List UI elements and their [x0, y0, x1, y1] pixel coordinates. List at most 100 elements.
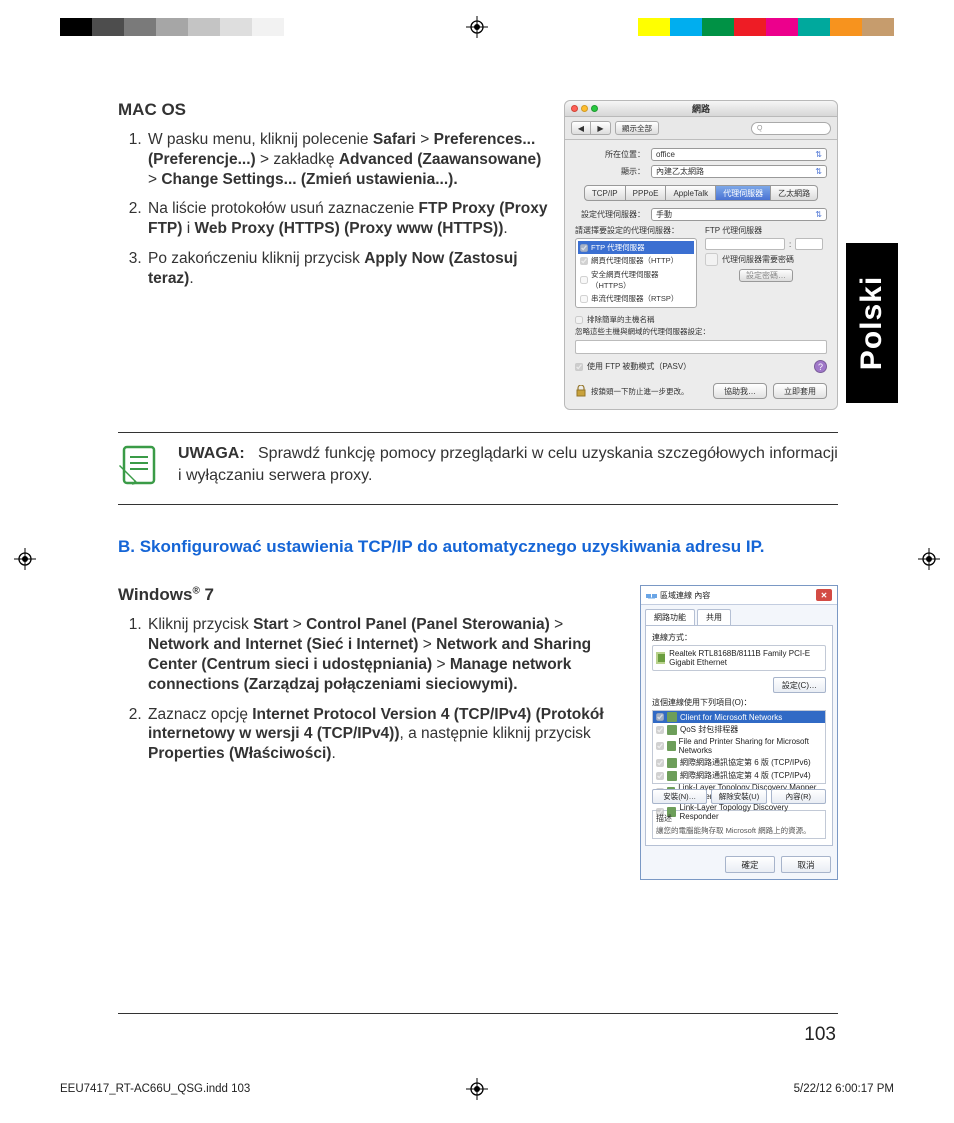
swatch	[670, 18, 702, 36]
pasv-checkbox	[575, 363, 583, 371]
close-button: ✕	[816, 589, 832, 601]
protocol-checkbox	[656, 713, 664, 721]
proxy-checkbox	[580, 295, 588, 303]
protocol-checkbox	[656, 759, 664, 767]
protocol-item: 網際網路通訊協定第 6 版 (TCP/IPv6)	[653, 756, 825, 769]
uses-label: 這個連線使用下列項目(O)：	[652, 697, 826, 708]
location-label: 所在位置：	[575, 149, 645, 160]
bypass-label: 忽略這些主機與網域的代理伺服器設定：	[575, 326, 827, 338]
step-item: Po zakończeniu kliknij przycisk Apply No…	[146, 249, 552, 289]
step-item: W pasku menu, kliknij polecenie Safari >…	[146, 130, 552, 189]
note-icon	[118, 443, 162, 487]
step-item: Zaznacz opcję Internet Protocol Version …	[146, 705, 628, 764]
win7-screenshot: 區域連線 內容 ✕ 網路功能共用 連線方式： Realtek RTL8168B/…	[640, 585, 838, 880]
protocol-icon	[667, 741, 676, 751]
connect-label: 連線方式：	[652, 632, 826, 643]
protocol-item: 網際網路通訊協定第 4 版 (TCP/IPv4)	[653, 769, 825, 782]
win7-steps: Kliknij przycisk Start > Control Panel (…	[146, 615, 628, 764]
macos-steps: W pasku menu, kliknij polecenie Safari >…	[146, 130, 552, 289]
proxy-checkbox	[580, 244, 588, 252]
swatch	[830, 18, 862, 36]
swatch	[734, 18, 766, 36]
search-field: Q	[751, 122, 831, 135]
mac-tab: TCP/IP	[584, 185, 626, 201]
lock-icon	[575, 385, 587, 397]
mac-tab: PPPoE	[626, 185, 667, 201]
swatch	[252, 18, 284, 36]
protocol-item: Client for Microsoft Networks	[653, 711, 825, 723]
macos-text: MAC OS W pasku menu, kliknij polecenie S…	[118, 100, 552, 410]
swatch	[862, 18, 894, 36]
protocol-checkbox	[656, 726, 664, 734]
step-item: Kliknij przycisk Start > Control Panel (…	[146, 615, 628, 694]
language-tab-label: Polski	[855, 276, 889, 370]
auth-checkbox	[705, 253, 718, 266]
install-button: 安裝(N)…	[652, 789, 707, 804]
uninstall-button: 解除安裝(U)	[711, 789, 766, 804]
page-number: 103	[804, 1024, 836, 1046]
registration-mark	[466, 16, 488, 38]
win7-text: Windows® 7 Kliknij przycisk Start > Cont…	[118, 585, 628, 880]
show-select: 內建乙太網路⇅	[651, 165, 827, 178]
proxy-right-hdr: FTP 代理伺服器	[705, 225, 827, 236]
proxy-list: FTP 代理伺服器網頁代理伺服器（HTTP）安全網頁代理伺服器（HTTPS）串流…	[575, 238, 697, 308]
proxy-checkbox	[580, 276, 588, 284]
proxy-left-hdr: 請選擇要設定的代理伺服器：	[575, 225, 697, 236]
show-label: 顯示：	[575, 166, 645, 177]
mac-tabs: TCP/IPPPPoEAppleTalk代理伺服器乙太網路	[584, 185, 818, 201]
section-b-heading: B. Skonfigurować ustawienia TCP/IP do au…	[118, 537, 838, 557]
proxy-item: FTP 代理伺服器	[578, 241, 694, 254]
proxy-checkbox	[580, 257, 588, 265]
indd-file: EEU7417_RT-AC66U_QSG.indd 103	[60, 1083, 250, 1095]
protocol-item: File and Printer Sharing for Microsoft N…	[653, 736, 825, 756]
swatch	[766, 18, 798, 36]
adapter-name: Realtek RTL8168B/8111B Family PCI-E Giga…	[669, 649, 822, 667]
configure-button: 設定(C)…	[773, 677, 826, 693]
swatch	[156, 18, 188, 36]
exclude-checkbox	[575, 316, 583, 324]
swatch	[638, 18, 670, 36]
mac-window-title: 網路	[565, 102, 837, 115]
adapter-icon	[656, 652, 665, 664]
back-forward: ◀ ▶	[571, 121, 611, 135]
protocol-list: Client for Microsoft NetworksQoS 封包排程器Fi…	[652, 710, 826, 784]
cfg-select: 手動⇅	[651, 208, 827, 221]
language-tab: Polski	[846, 243, 898, 403]
properties-button: 內容(R)	[771, 789, 826, 804]
set-pwd-button: 設定密碼…	[739, 269, 793, 282]
protocol-icon	[667, 712, 677, 722]
desc-text: 讓您的電腦能夠存取 Microsoft 網路上的資源。	[656, 826, 822, 836]
step-item: Na liście protokołów usuń zaznaczenie FT…	[146, 199, 552, 239]
swatch	[798, 18, 830, 36]
win-tab: 網路功能	[645, 609, 695, 625]
protocol-checkbox	[656, 772, 664, 780]
protocol-icon	[667, 725, 677, 735]
proxy-item: 安全網頁代理伺服器（HTTPS）	[578, 268, 694, 293]
swatch	[702, 18, 734, 36]
macos-screenshot: 網路 ◀ ▶ 顯示全部 Q 所在位置： office⇅ 顯	[564, 100, 838, 410]
forward-button: ▶	[591, 121, 611, 135]
mac-tab: AppleTalk	[666, 185, 716, 201]
macos-heading: MAC OS	[118, 100, 552, 120]
cancel-button: 取消	[781, 856, 831, 873]
proxy-host-field	[705, 238, 785, 250]
registration-mark	[14, 548, 36, 570]
auth-label: 代理伺服器需要密碼	[722, 254, 794, 265]
proxy-port-field	[795, 238, 823, 250]
back-button: ◀	[571, 121, 591, 135]
win-tabs: 網路功能共用	[641, 605, 837, 625]
note-label: UWAGA:	[178, 445, 245, 462]
win-tab: 共用	[697, 609, 731, 625]
show-all-button: 顯示全部	[615, 121, 659, 135]
mac-tab: 代理伺服器	[716, 185, 771, 201]
protocol-checkbox	[656, 742, 664, 750]
win7-heading: Windows® 7	[118, 585, 628, 605]
print-datetime: 5/22/12 6:00:17 PM	[794, 1083, 894, 1095]
protocol-icon	[667, 771, 677, 781]
mac-tab: 乙太網路	[771, 185, 818, 201]
bypass-field	[575, 340, 827, 354]
note-block: UWAGA: Sprawdź funkcję pomocy przeglądar…	[118, 432, 838, 505]
cfg-label: 設定代理伺服器：	[575, 209, 645, 220]
location-select: office⇅	[651, 148, 827, 161]
protocol-item: Link-Layer Topology Discovery Responder	[653, 802, 825, 822]
